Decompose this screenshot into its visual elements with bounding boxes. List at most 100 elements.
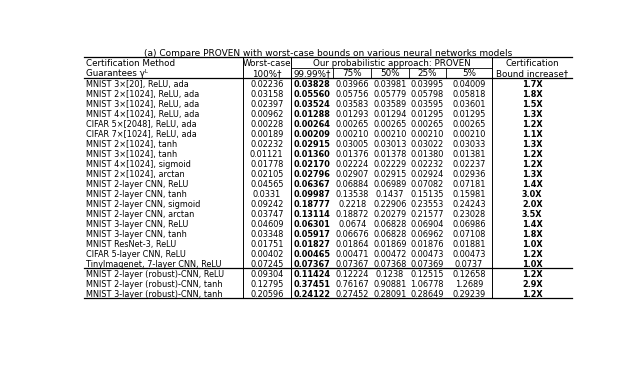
Text: MNIST 2×[1024], arctan: MNIST 2×[1024], arctan <box>86 170 185 179</box>
Text: 1.1X: 1.1X <box>522 130 543 139</box>
Text: 0.09304: 0.09304 <box>250 270 284 279</box>
Text: CIFAR 5-layer CNN, ReLU: CIFAR 5-layer CNN, ReLU <box>86 250 186 259</box>
Text: 0.15135: 0.15135 <box>410 190 444 199</box>
Text: 0.02229: 0.02229 <box>373 160 406 169</box>
Text: 0.00210: 0.00210 <box>336 130 369 139</box>
Text: 1.7X: 1.7X <box>522 80 543 89</box>
Text: MNIST 2-layer (robust)-CNN, ReLU: MNIST 2-layer (robust)-CNN, ReLU <box>86 270 225 279</box>
Text: CIFAR 7×[1024], ReLU, ada: CIFAR 7×[1024], ReLU, ada <box>86 130 197 139</box>
Text: MNIST 2×[1024], tanh: MNIST 2×[1024], tanh <box>86 139 177 149</box>
Text: TinyImagenet, 7-layer CNN, ReLU: TinyImagenet, 7-layer CNN, ReLU <box>86 260 221 269</box>
Text: 25%: 25% <box>417 69 437 78</box>
Text: 0.18872: 0.18872 <box>336 210 369 219</box>
Text: 1.06778: 1.06778 <box>410 280 444 289</box>
Text: 0.20596: 0.20596 <box>250 290 284 299</box>
Text: 0.00210: 0.00210 <box>452 130 486 139</box>
Text: 1.3X: 1.3X <box>522 139 543 149</box>
Text: 0.03966: 0.03966 <box>335 80 369 89</box>
Text: MNIST 3-layer (robust)-CNN, tanh: MNIST 3-layer (robust)-CNN, tanh <box>86 290 223 299</box>
Text: MNIST 3×[1024], ReLU, ada: MNIST 3×[1024], ReLU, ada <box>86 100 200 108</box>
Text: 0.24122: 0.24122 <box>294 290 331 299</box>
Text: Guarantees γᴸ: Guarantees γᴸ <box>86 69 148 78</box>
Text: 0.21577: 0.21577 <box>410 210 444 219</box>
Text: 0.01295: 0.01295 <box>452 110 486 118</box>
Text: MNIST 4×[1024], ReLU, ada: MNIST 4×[1024], ReLU, ada <box>86 110 200 118</box>
Text: 0.03589: 0.03589 <box>373 100 406 108</box>
Text: 0.02796: 0.02796 <box>294 170 330 179</box>
Text: 0.05560: 0.05560 <box>294 90 330 99</box>
Text: 0.00265: 0.00265 <box>410 120 444 128</box>
Text: 0.29239: 0.29239 <box>452 290 486 299</box>
Text: 0.02915: 0.02915 <box>373 170 406 179</box>
Text: 0.07108: 0.07108 <box>452 230 486 239</box>
Text: 0.18777: 0.18777 <box>294 200 330 208</box>
Text: 3.5X: 3.5X <box>522 210 543 219</box>
Text: 0.07367: 0.07367 <box>294 260 330 269</box>
Text: 0.01360: 0.01360 <box>294 149 330 159</box>
Text: 0.1437: 0.1437 <box>376 190 404 199</box>
Text: 0.03348: 0.03348 <box>250 230 284 239</box>
Text: 0.37451: 0.37451 <box>294 280 330 289</box>
Text: 0.03524: 0.03524 <box>294 100 330 108</box>
Text: MNIST 3×[1024], tanh: MNIST 3×[1024], tanh <box>86 149 177 159</box>
Text: 1.2X: 1.2X <box>522 160 543 169</box>
Text: 0.02236: 0.02236 <box>250 80 284 89</box>
Text: 0.05917: 0.05917 <box>294 230 330 239</box>
Text: 0.27452: 0.27452 <box>336 290 369 299</box>
Text: 0.06986: 0.06986 <box>452 220 486 229</box>
Text: 0.00471: 0.00471 <box>335 250 369 259</box>
Text: 1.0X: 1.0X <box>522 240 543 249</box>
Text: 0.00465: 0.00465 <box>294 250 331 259</box>
Text: 0.22906: 0.22906 <box>373 200 406 208</box>
Text: 0.90881: 0.90881 <box>373 280 406 289</box>
Text: Worst-case: Worst-case <box>243 59 291 68</box>
Text: 1.0X: 1.0X <box>522 260 543 269</box>
Text: 0.04565: 0.04565 <box>250 180 284 189</box>
Text: 0.12224: 0.12224 <box>335 270 369 279</box>
Text: 0.00402: 0.00402 <box>250 250 284 259</box>
Text: 0.01378: 0.01378 <box>373 149 406 159</box>
Text: 0.04009: 0.04009 <box>452 80 486 89</box>
Text: 0.03033: 0.03033 <box>452 139 486 149</box>
Text: 0.01869: 0.01869 <box>373 240 407 249</box>
Text: 0.04609: 0.04609 <box>250 220 284 229</box>
Text: 0.01778: 0.01778 <box>250 160 284 169</box>
Text: 1.2X: 1.2X <box>522 149 543 159</box>
Text: 0.2218: 0.2218 <box>339 200 367 208</box>
Text: 100%†: 100%† <box>252 69 282 78</box>
Text: 0.01864: 0.01864 <box>335 240 369 249</box>
Text: MNIST 2-layer CNN, ReLU: MNIST 2-layer CNN, ReLU <box>86 180 189 189</box>
Text: 0.11424: 0.11424 <box>294 270 331 279</box>
Text: 0.00264: 0.00264 <box>294 120 331 128</box>
Text: 0.0674: 0.0674 <box>338 220 367 229</box>
Text: 0.02232: 0.02232 <box>250 139 284 149</box>
Text: 0.23553: 0.23553 <box>411 200 444 208</box>
Text: 0.01827: 0.01827 <box>294 240 330 249</box>
Text: 1.3X: 1.3X <box>522 110 543 118</box>
Text: 0.02907: 0.02907 <box>336 170 369 179</box>
Text: 0.01295: 0.01295 <box>410 110 444 118</box>
Text: 0.00189: 0.00189 <box>250 130 284 139</box>
Text: 0.00265: 0.00265 <box>373 120 406 128</box>
Text: 0.06676: 0.06676 <box>335 230 369 239</box>
Text: 0.00473: 0.00473 <box>452 250 486 259</box>
Text: 1.2X: 1.2X <box>522 270 543 279</box>
Text: 0.01751: 0.01751 <box>250 240 284 249</box>
Text: 0.76167: 0.76167 <box>335 280 369 289</box>
Text: 0.01376: 0.01376 <box>335 149 369 159</box>
Text: 0.00265: 0.00265 <box>336 120 369 128</box>
Text: 0.07181: 0.07181 <box>452 180 486 189</box>
Text: CIFAR 5×[2048], ReLU, ada: CIFAR 5×[2048], ReLU, ada <box>86 120 197 128</box>
Text: 0.02105: 0.02105 <box>250 170 284 179</box>
Text: 0.05756: 0.05756 <box>336 90 369 99</box>
Text: 0.23028: 0.23028 <box>452 210 486 219</box>
Text: 0.00209: 0.00209 <box>294 130 330 139</box>
Text: 0.0331: 0.0331 <box>253 190 281 199</box>
Text: 0.00228: 0.00228 <box>250 120 284 128</box>
Text: 0.01294: 0.01294 <box>373 110 407 118</box>
Text: 0.03583: 0.03583 <box>336 100 369 108</box>
Text: 1.5X: 1.5X <box>522 100 543 108</box>
Text: 3.0X: 3.0X <box>522 190 543 199</box>
Text: 0.28649: 0.28649 <box>410 290 444 299</box>
Text: 0.13114: 0.13114 <box>294 210 330 219</box>
